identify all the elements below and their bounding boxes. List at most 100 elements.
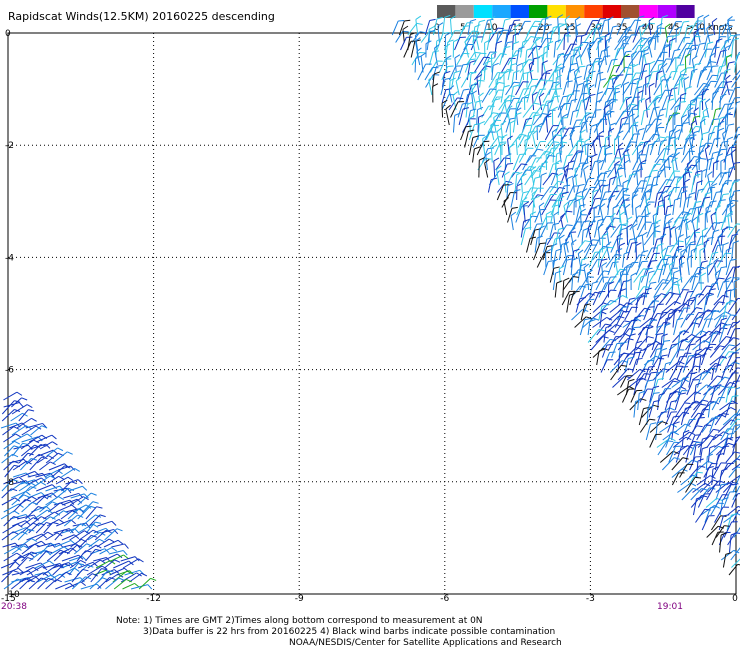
wind-barb-flag [557,200,563,201]
wind-barb [611,239,617,252]
wind-barb [695,509,704,522]
wind-barb [631,255,639,268]
wind-barb-flag [703,409,709,410]
wind-barb-flag [430,19,436,20]
wind-barb [653,369,663,380]
wind-barb-flag [559,145,564,148]
wind-barb-flag [675,307,681,309]
wind-barb-flag [23,443,29,444]
wind-barb-flag [664,322,670,323]
wind-barb-flag [729,352,735,353]
wind-barb-flag [563,114,568,117]
wind-barb [598,163,599,177]
wind-barb [628,378,641,388]
wind-barb-flag [547,238,553,239]
wind-barb-flag [680,69,685,72]
wind-barb-flag [540,243,546,244]
wind-barb [674,87,675,103]
wind-barb [556,229,559,245]
wind-barb-flag [701,273,706,276]
wind-barb-flag [564,278,569,280]
wind-barb [613,49,618,65]
wind-barb-flag [673,432,678,435]
wind-barb [584,187,591,200]
wind-barb [524,188,531,200]
wind-barb-flag [455,55,460,58]
wind-barb [461,127,466,140]
wind-barb-flag [567,169,573,170]
legend-swatch [474,5,492,18]
wind-barb-flag [117,529,123,531]
wind-barb-flag [645,176,651,177]
wind-barb [730,291,731,305]
wind-barb-flag [99,539,104,542]
wind-barb-flag [554,267,560,268]
wind-barb [712,110,715,125]
wind-barb-flag [702,261,708,262]
wind-barb-flag [470,19,476,21]
wind-barb-flag [91,493,97,495]
wind-barb [437,33,443,50]
wind-barb [729,163,734,177]
wind-barb-flag [655,220,660,223]
wind-barb-flag [582,189,587,192]
wind-barb [578,254,580,268]
wind-barb [690,457,696,470]
wind-barb [637,172,638,185]
wind-barb [598,216,606,230]
wind-barb [642,235,644,252]
wind-barb-flag [83,569,89,570]
wind-barb [567,186,573,200]
wind-barb-flag [705,192,711,194]
wind-barb [111,544,124,547]
x-tick-label: -9 [295,594,304,604]
wind-barb-flag [538,195,544,196]
wind-barb-flag [554,96,560,97]
wind-barb [517,98,523,110]
wind-barb [550,28,553,43]
wind-barb-flag [660,109,666,110]
wind-barb-flag [662,312,668,313]
wind-barb [669,41,670,58]
wind-barb-flag [58,497,63,500]
wind-barb-flag [712,75,718,76]
wind-barb [591,337,603,350]
wind-barb-flag [566,211,572,212]
wind-barb [3,392,16,400]
wind-barb-flag [626,51,632,52]
wind-barb-flag [568,176,573,179]
wind-barb-flag [663,280,669,281]
wind-barb-flag [647,124,653,125]
wind-barb-flag [454,71,460,73]
wind-barb [568,72,569,88]
wind-barb-flag [662,412,668,413]
wind-barb-flag [638,144,643,147]
wind-barb [672,258,673,275]
wind-barb-flag [588,277,594,278]
wind-barb-flag [629,114,634,117]
wind-barb-flag [649,83,654,86]
wind-barb [721,230,722,245]
wind-barb-flag [652,71,658,72]
wind-barb-flag [697,317,703,318]
wind-barb [711,503,718,515]
wind-barb [580,146,583,163]
y-tick-label: -10 [5,590,20,600]
wind-barb-flag [735,452,740,453]
wind-barb-flag [734,190,740,191]
wind-barb-flag [629,329,635,330]
wind-barb-flag [14,511,19,514]
wind-barb [533,134,536,147]
wind-barb-flag [637,235,643,237]
wind-barb [53,452,67,463]
wind-barb [466,104,467,117]
wind-barb [139,578,150,589]
wind-barb-flag [666,145,672,146]
wind-barb [674,212,682,223]
wind-barb-flag [660,159,666,160]
wind-barb-flag [669,408,674,410]
wind-barb-flag [612,59,618,60]
wind-barb-flag [501,54,507,55]
wind-barb-flag [671,71,677,72]
wind-barb [647,171,652,185]
